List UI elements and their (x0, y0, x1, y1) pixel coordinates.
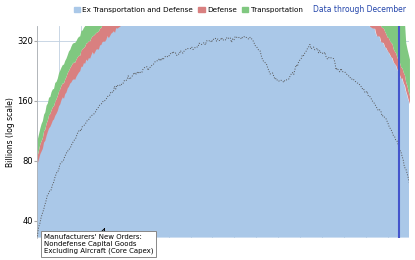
Legend: Ex Transportation and Defense, Defense, Transportation: Ex Transportation and Defense, Defense, … (71, 4, 305, 16)
Text: Manufacturers' New Orders:
Nondefense Capital Goods
Excluding Aircraft (Core Cap: Manufacturers' New Orders: Nondefense Ca… (44, 229, 153, 254)
Y-axis label: Billions (log scale): Billions (log scale) (5, 97, 15, 167)
Text: Data through December: Data through December (313, 5, 406, 14)
